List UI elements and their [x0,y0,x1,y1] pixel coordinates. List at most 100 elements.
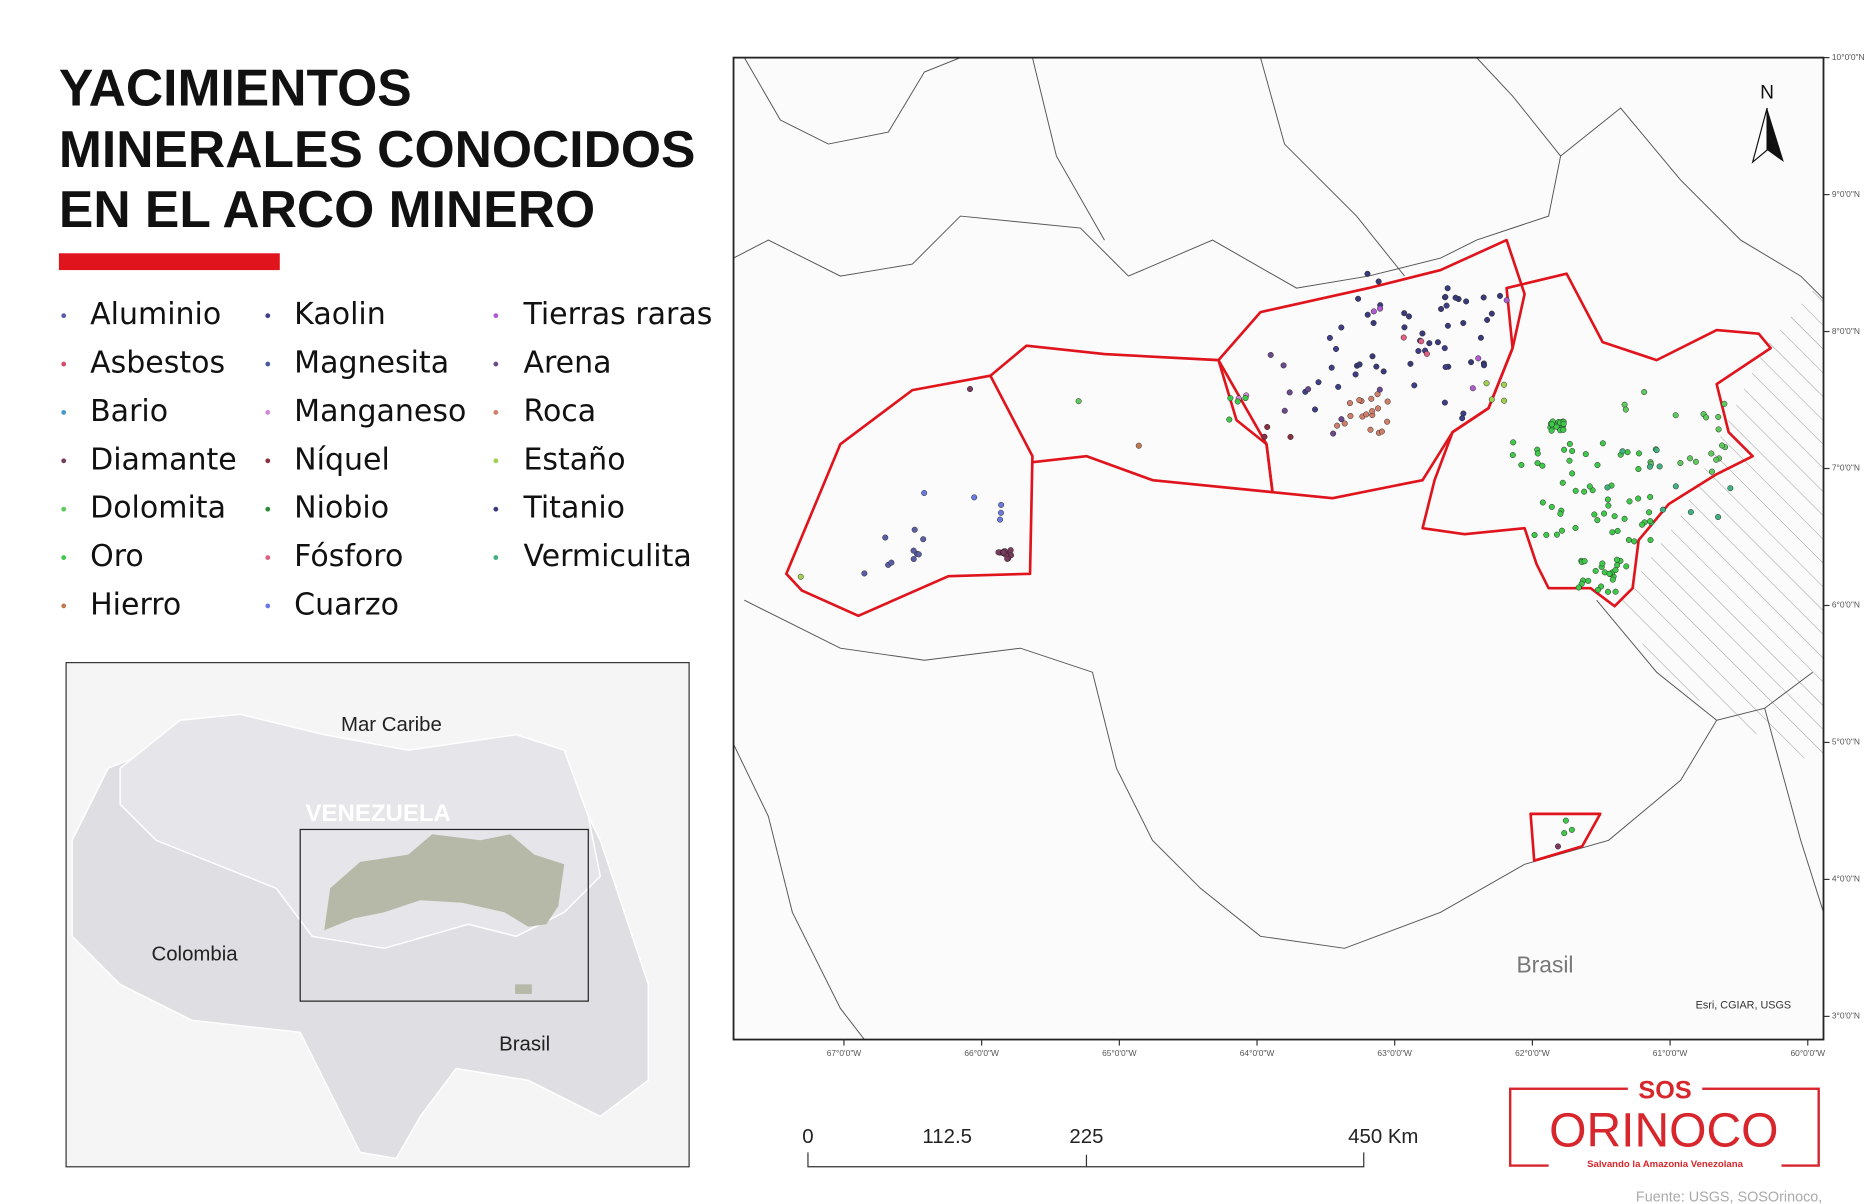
deposit [1560,426,1567,433]
deposit [1264,423,1271,430]
legend-swatch [492,457,499,464]
lat-label: 5°0'0"N [1832,737,1860,747]
deposit [1503,297,1510,304]
deposit [1539,499,1546,506]
deposit [1488,396,1495,403]
deposit [1356,397,1363,404]
credit: Esri, CGIAR, USGS [1696,999,1791,1011]
deposit [1496,292,1503,299]
deposit [921,490,928,497]
deposit [1641,389,1648,396]
north-arrow [1767,108,1784,163]
legend-swatch [60,457,67,464]
deposit [1599,560,1606,567]
deposit [1703,414,1710,421]
legend-label: Níquel [294,442,390,477]
legend-swatch [264,457,271,464]
deposit [1335,383,1342,390]
lon-label: 64°0'0"W [1240,1048,1275,1058]
deposit [1562,817,1569,824]
deposit [1434,339,1441,346]
deposit [1518,461,1525,468]
deposit [1441,399,1448,406]
legend-swatch [264,554,271,561]
deposit [1625,536,1632,543]
border [743,57,961,145]
deposit [1606,570,1613,577]
deposit [915,551,922,558]
lat-label: 6°0'0"N [1832,600,1860,610]
deposit [1575,584,1582,591]
deposit [911,526,918,533]
deposit [882,534,889,541]
deposit [1605,502,1612,509]
deposit [1687,455,1694,462]
border [1596,599,1824,913]
deposit [1315,379,1322,386]
deposit [1444,322,1451,329]
deposit [1582,451,1589,458]
legend-label: Vermiculita [523,539,691,574]
deposit [1569,470,1576,477]
graticule-labels: 10°0'0"N 9°0'0"N 8°0'0"N 7°0'0"N 6°0'0"N 5°0'… [827,52,1865,1058]
deposit [1234,398,1241,405]
deposit [1444,285,1451,292]
deposit [1441,345,1448,352]
deposit [1475,355,1482,362]
deposit [797,573,804,580]
deposit [1484,316,1491,323]
deposit [1553,531,1560,538]
deposit [1415,347,1422,354]
title-line: EN EL ARCO MINERO [59,180,595,238]
deposit [1647,518,1654,525]
legend-label: Cuarzo [294,587,399,622]
deposit [1609,576,1616,583]
deposit [1423,350,1430,357]
deposit [1367,426,1374,433]
deposit [1364,311,1371,318]
deposit [1480,294,1487,301]
deposit [1581,558,1588,565]
deposit [1369,408,1376,415]
deposit [1338,416,1345,423]
deposit [1286,389,1293,396]
deposit [1559,479,1566,486]
deposit [1604,496,1611,503]
deposit [1509,452,1516,459]
scale-label: 112.5 [922,1126,972,1148]
deposit [1469,385,1476,392]
deposit [1713,456,1720,463]
deposit [1557,510,1564,517]
deposit [1708,450,1715,457]
deposit [1488,310,1495,317]
deposit [1604,484,1611,491]
deposit [1572,487,1579,494]
deposit [998,501,1005,508]
deposit [1483,380,1490,387]
deposit [1677,459,1684,466]
legend-label: Titanio [522,491,625,526]
deposit [1594,586,1601,593]
deposit [1626,498,1633,505]
deposit [1135,442,1142,449]
deposit [1619,448,1626,455]
legend: Aluminio Asbestos Bario Diamante Dolomita Oro… [60,297,712,622]
deposit [1548,503,1555,510]
deposit [1548,421,1555,428]
deposit [1375,405,1382,412]
deposit [1418,338,1425,345]
lon-label: 62°0'0"W [1515,1048,1550,1058]
border [744,599,1813,949]
scale-label: 450 Km [1348,1126,1418,1148]
deposit [1333,345,1340,352]
deposit [1373,363,1380,370]
deposit [1460,320,1467,327]
lat-label: 3°0'0"N [1832,1011,1860,1021]
legend-swatch [60,506,67,513]
legend-label: Kaolin [294,297,386,332]
deposit [1568,826,1575,833]
scale-label: 225 [1069,1126,1103,1148]
legend-swatch [264,409,271,416]
deposit [1613,556,1620,563]
legend-swatch [492,360,499,368]
